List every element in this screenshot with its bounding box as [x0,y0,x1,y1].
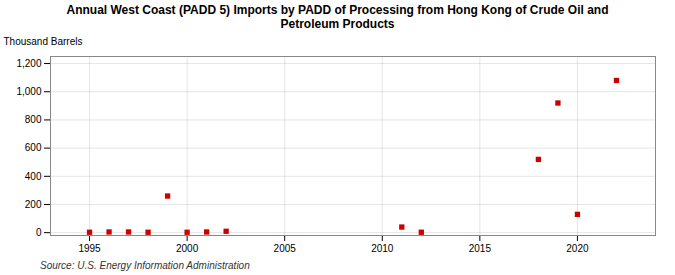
svg-text:400: 400 [25,170,42,181]
svg-text:800: 800 [25,114,42,125]
svg-text:2000: 2000 [176,242,199,253]
svg-text:Thousand Barrels: Thousand Barrels [4,35,83,46]
svg-text:1,200: 1,200 [16,58,41,69]
svg-text:1995: 1995 [78,242,101,253]
svg-text:600: 600 [25,142,42,153]
svg-text:200: 200 [25,198,42,209]
svg-text:2020: 2020 [566,242,589,253]
html-text:Annual West Coast (PADD 5) Imp: Annual West Coast (PADD 5) Imports by PA… [66,3,609,32]
html-text:Source: U.S. Energy Informatio: Source: U.S. Energy Information Administ… [40,259,250,271]
svg-text:2010: 2010 [371,242,394,253]
svg-text:0: 0 [36,227,42,238]
svg-text:1,000: 1,000 [16,86,41,97]
svg-text:2015: 2015 [469,242,492,253]
svg-text:2005: 2005 [274,242,297,253]
